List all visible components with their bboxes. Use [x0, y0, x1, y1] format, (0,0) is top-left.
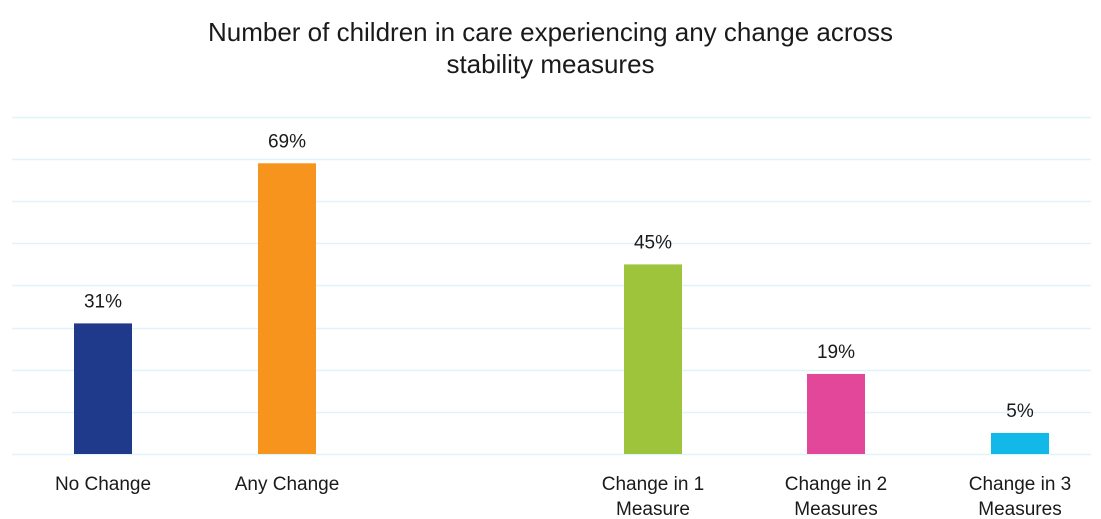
category-label: Measure	[616, 499, 690, 519]
bar	[991, 432, 1049, 454]
bar	[74, 323, 132, 454]
data-label: 45%	[634, 232, 672, 253]
data-label: 31%	[84, 291, 122, 312]
data-label: 5%	[1006, 401, 1034, 422]
chart-title-line-2: stability measures	[446, 49, 655, 79]
category-label: Any Change	[235, 474, 340, 495]
bar	[258, 163, 316, 455]
category-label: No Change	[55, 474, 151, 495]
data-label: 19%	[817, 342, 855, 363]
category-label: Measures	[794, 499, 877, 519]
gridlines	[12, 116, 1091, 456]
data-label: 69%	[268, 131, 306, 152]
category-label: Change in 2	[785, 474, 887, 495]
category-label: Measures	[978, 499, 1061, 519]
bar	[624, 264, 682, 454]
chart-title: Number of children in care experiencing …	[0, 16, 1101, 80]
category-label: Change in 3	[969, 474, 1071, 495]
chart-title-line-1: Number of children in care experiencing …	[207, 17, 894, 47]
category-label: Change in 1	[602, 474, 704, 495]
bar	[807, 373, 865, 454]
